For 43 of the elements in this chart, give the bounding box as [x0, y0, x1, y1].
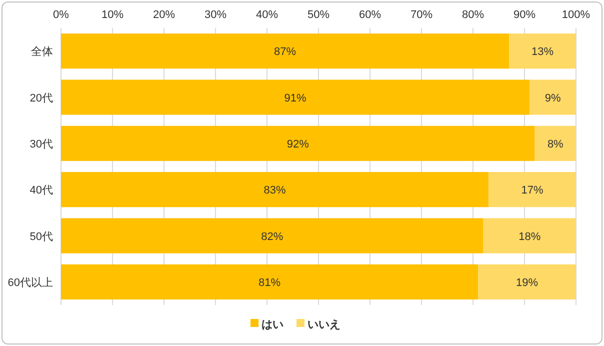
x-tick-label: 60%: [358, 9, 382, 21]
y-tick-label: 20代: [30, 92, 53, 104]
bar: [509, 34, 576, 69]
data-label: 17%: [521, 184, 544, 197]
x-tick-label: 30%: [204, 9, 227, 21]
bar: [61, 264, 478, 300]
x-tick-label: 70%: [410, 9, 433, 21]
y-tick-label: 30代: [30, 138, 53, 150]
bar: [483, 218, 576, 254]
y-tick-label: 全体: [31, 46, 53, 58]
data-label: 19%: [516, 276, 538, 289]
bar: [530, 80, 576, 115]
data-label: 13%: [532, 46, 554, 58]
x-tick-label: 20%: [152, 9, 176, 21]
data-label: 83%: [264, 184, 286, 197]
x-tick-label: 40%: [256, 9, 278, 21]
data-label: 8%: [547, 138, 564, 150]
bar: [478, 264, 576, 300]
data-label: 87%: [274, 46, 296, 58]
y-tick-label: 60代以上: [8, 276, 53, 289]
bar: [61, 80, 530, 115]
data-label: 92%: [286, 138, 310, 150]
bar: [488, 172, 576, 208]
x-tick-label: 50%: [307, 9, 330, 21]
x-tick-label: 100%: [562, 9, 590, 21]
bar: [61, 34, 510, 69]
y-tick-label: 50代: [30, 230, 53, 243]
bar: [534, 126, 576, 161]
data-label: 18%: [518, 230, 541, 243]
legend-label: はい: [262, 319, 284, 331]
data-label: 81%: [258, 276, 281, 289]
x-tick-label: 90%: [513, 9, 536, 21]
x-tick-label: 10%: [101, 9, 124, 21]
data-label: 9%: [544, 92, 561, 104]
data-label: 82%: [261, 230, 284, 243]
legend-label: いいえ: [308, 319, 340, 331]
bar: [61, 126, 535, 161]
x-tick-label: 80%: [462, 9, 484, 21]
bar: [61, 172, 488, 208]
y-tick-label: 40代: [30, 184, 53, 197]
x-tick-label: 0%: [53, 9, 70, 21]
data-label: 91%: [284, 92, 307, 104]
bar: [61, 218, 484, 254]
